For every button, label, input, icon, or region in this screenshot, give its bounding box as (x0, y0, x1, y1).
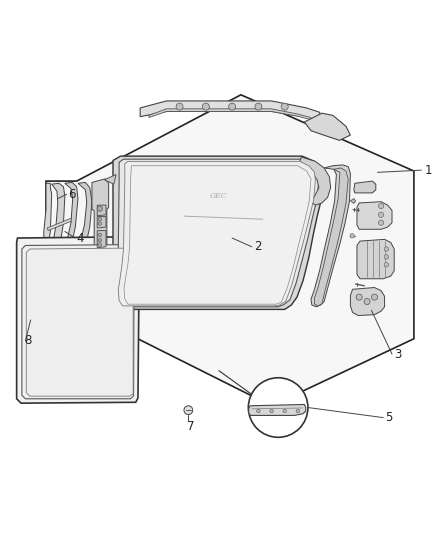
Polygon shape (124, 166, 311, 304)
Circle shape (184, 406, 193, 415)
Polygon shape (22, 245, 138, 399)
Circle shape (364, 298, 370, 304)
Circle shape (97, 206, 102, 211)
Circle shape (229, 103, 236, 110)
Polygon shape (298, 157, 331, 205)
Text: GEC: GEC (210, 192, 228, 200)
Circle shape (202, 103, 209, 110)
Circle shape (378, 204, 384, 209)
Polygon shape (350, 199, 356, 204)
Circle shape (248, 378, 308, 437)
Polygon shape (46, 95, 414, 406)
Text: 5: 5 (385, 411, 393, 424)
Text: 6: 6 (68, 188, 75, 201)
Circle shape (98, 243, 102, 246)
Circle shape (281, 103, 288, 110)
Text: 7: 7 (187, 420, 194, 433)
Polygon shape (354, 181, 376, 193)
Text: 3: 3 (394, 348, 402, 361)
Polygon shape (311, 165, 350, 307)
Polygon shape (113, 159, 319, 307)
Circle shape (283, 409, 286, 413)
Circle shape (98, 222, 102, 225)
Circle shape (350, 233, 354, 238)
Text: 4: 4 (77, 231, 84, 245)
Polygon shape (314, 168, 348, 306)
Polygon shape (357, 201, 392, 229)
Polygon shape (97, 216, 106, 228)
Circle shape (98, 233, 102, 237)
Polygon shape (249, 405, 306, 415)
Polygon shape (149, 109, 311, 120)
Polygon shape (49, 183, 65, 285)
Polygon shape (357, 239, 394, 279)
Circle shape (296, 409, 300, 413)
Polygon shape (92, 179, 109, 289)
Circle shape (356, 294, 362, 300)
Polygon shape (59, 182, 78, 286)
Polygon shape (109, 156, 323, 310)
Text: 8: 8 (24, 335, 32, 348)
Text: 1: 1 (425, 164, 432, 176)
Circle shape (98, 217, 102, 221)
Polygon shape (97, 231, 106, 248)
Polygon shape (17, 237, 145, 403)
Polygon shape (140, 101, 320, 122)
Circle shape (371, 294, 378, 300)
Text: 2: 2 (254, 240, 261, 253)
Circle shape (98, 238, 102, 242)
Polygon shape (26, 248, 133, 396)
Circle shape (270, 409, 273, 413)
Polygon shape (44, 183, 52, 290)
Circle shape (384, 247, 389, 251)
Circle shape (378, 220, 384, 225)
Polygon shape (350, 287, 385, 316)
Circle shape (384, 255, 389, 259)
Polygon shape (104, 174, 116, 184)
Circle shape (255, 103, 262, 110)
Circle shape (257, 409, 260, 413)
Polygon shape (47, 219, 72, 231)
Polygon shape (97, 205, 106, 216)
Circle shape (176, 103, 183, 110)
Circle shape (378, 212, 384, 217)
Polygon shape (118, 161, 315, 306)
Circle shape (384, 263, 389, 267)
Polygon shape (72, 182, 92, 287)
Polygon shape (304, 113, 350, 140)
